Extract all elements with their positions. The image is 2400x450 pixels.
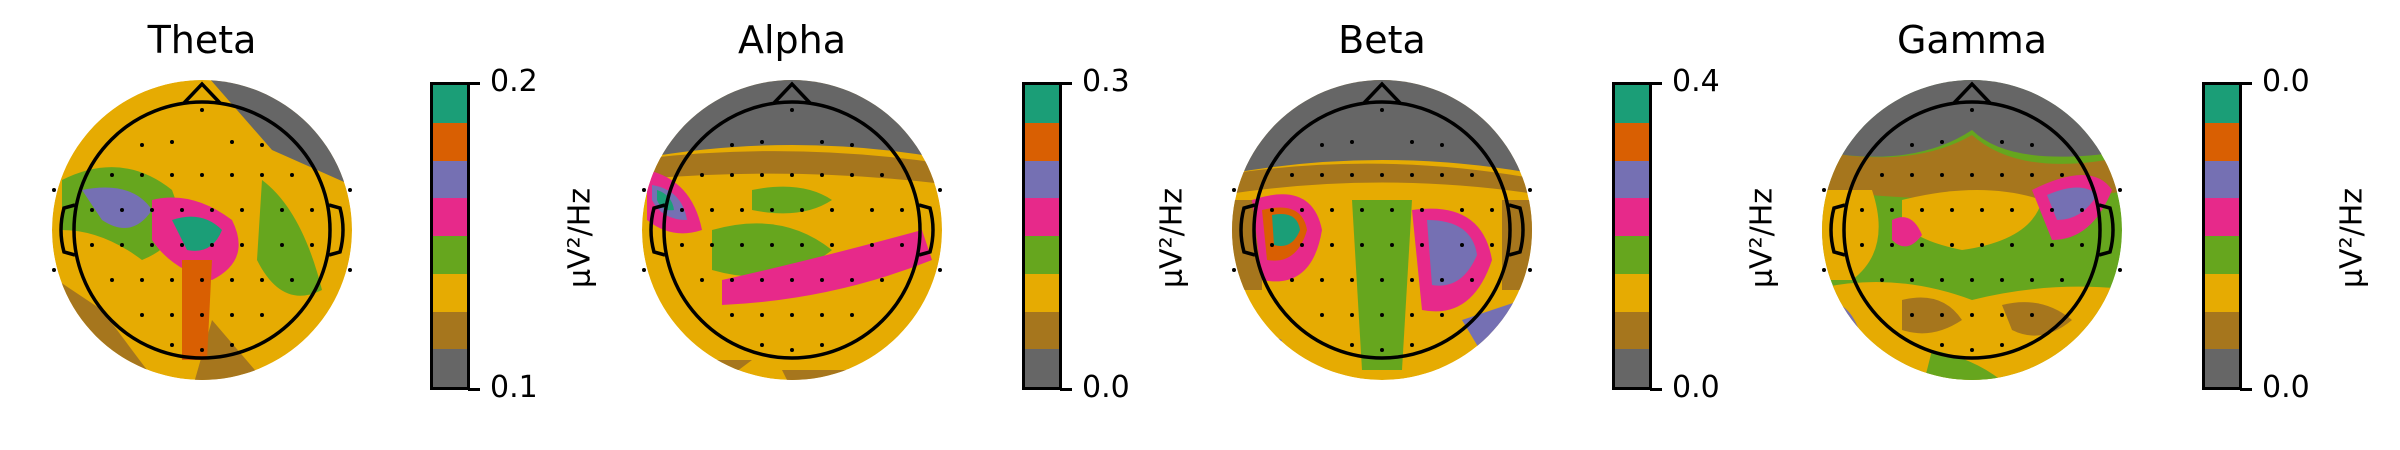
colorbar-theta [430,82,470,390]
colorbar-unit-gamma: µV²/Hz [2334,187,2370,289]
left-ear-outline [59,203,76,257]
colorbar-max-gamma: 0.0 [2240,64,2310,99]
topomap-gamma [1822,80,2122,380]
left-ear-outline [1239,203,1256,257]
right-ear-outline [328,203,345,257]
colorbar-alpha [1022,82,1062,390]
right-ear-outline [1508,203,1525,257]
colorbar-min-theta: 0.1 [468,370,538,405]
nose-outline [1362,81,1402,105]
left-ear-outline [649,203,666,257]
colorbar-min-gamma: 0.0 [2240,370,2310,405]
left-ear-outline [1829,203,1846,257]
head-outline [662,100,922,360]
panel-title-theta: Theta [147,18,257,62]
head-outline [1252,100,1512,360]
colorbar-max-alpha: 0.3 [1060,64,1130,99]
topomap-theta [52,80,352,380]
topomap-beta [1232,80,1532,380]
colorbar-unit-beta: µV²/Hz [1744,187,1780,289]
right-ear-outline [2098,203,2115,257]
right-ear-outline [918,203,935,257]
topomap-alpha [642,80,942,380]
head-outline [72,100,332,360]
colorbar-unit-alpha: µV²/Hz [1154,187,1190,289]
nose-outline [1952,81,1992,105]
nose-outline [182,81,222,105]
nose-outline [772,81,812,105]
colorbar-max-theta: 0.2 [468,64,538,99]
colorbar-min-beta: 0.0 [1650,370,1720,405]
colorbar-min-alpha: 0.0 [1060,370,1130,405]
head-outline [1842,100,2102,360]
colorbar-gamma [2202,82,2242,390]
colorbar-unit-theta: µV²/Hz [562,187,598,289]
panel-title-beta: Beta [1338,18,1426,62]
panel-title-alpha: Alpha [737,18,847,62]
panel-title-gamma: Gamma [1896,18,2048,62]
colorbar-max-beta: 0.4 [1650,64,1720,99]
colorbar-beta [1612,82,1652,390]
